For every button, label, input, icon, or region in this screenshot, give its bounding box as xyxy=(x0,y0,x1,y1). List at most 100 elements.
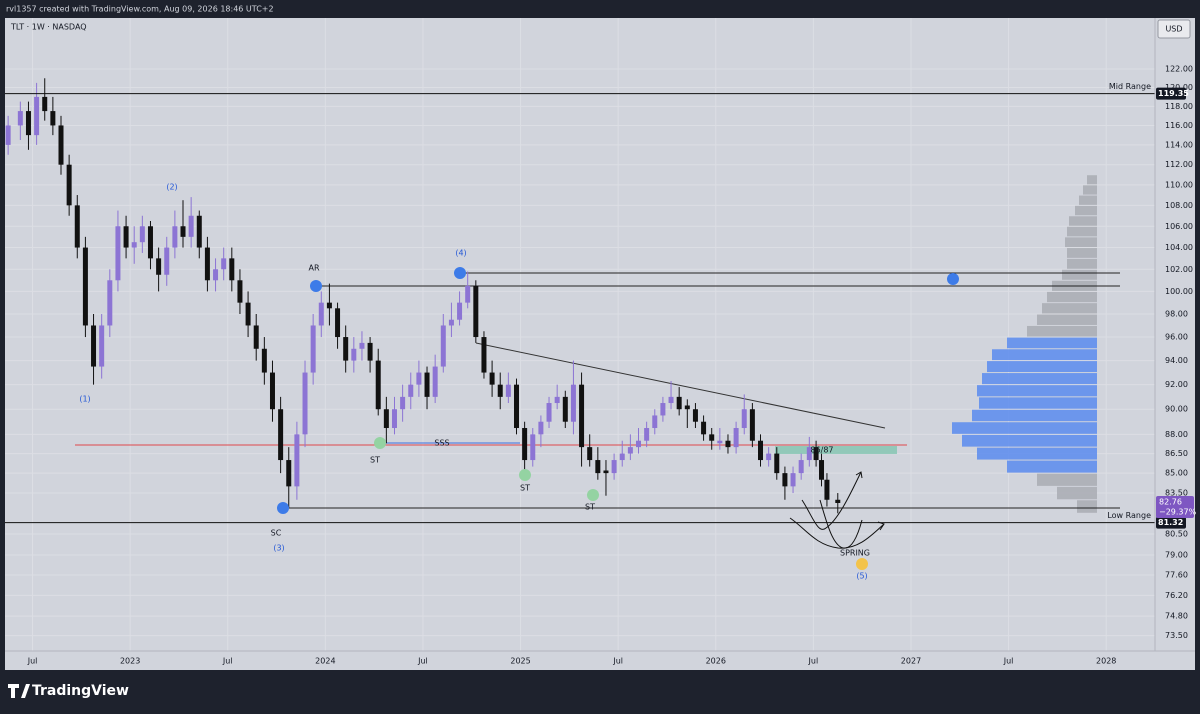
brand-logo xyxy=(8,684,30,698)
candle-body xyxy=(473,285,479,338)
x-tick-label: 2023 xyxy=(120,657,140,666)
candle-body xyxy=(741,409,747,429)
y-tick-label: 110.00 xyxy=(1165,180,1193,189)
wyckoff-label: SC xyxy=(271,529,282,538)
y-tick-label: 108.00 xyxy=(1165,201,1193,210)
profile-bar xyxy=(1042,303,1097,314)
candle-body xyxy=(660,403,666,416)
candle-body xyxy=(74,205,80,248)
price-badge xyxy=(1156,87,1186,100)
y-tick-label: 122.00 xyxy=(1165,65,1193,74)
candle-body xyxy=(400,396,406,410)
y-tick-label: 116.00 xyxy=(1165,121,1193,130)
y-tick-label: 106.00 xyxy=(1165,222,1193,231)
y-tick-label: 118.00 xyxy=(1165,102,1193,111)
y-tick-label: 77.60 xyxy=(1165,570,1188,579)
candle-body xyxy=(505,384,511,397)
x-tick-label: Jul xyxy=(612,657,623,666)
profile-bar xyxy=(952,422,1097,434)
candle-body xyxy=(676,396,682,410)
candle-body xyxy=(530,434,536,461)
candle-body xyxy=(91,325,97,367)
candle-body xyxy=(758,440,764,461)
candle-body xyxy=(774,453,780,474)
profile-bar xyxy=(1067,248,1097,258)
marker xyxy=(454,267,466,279)
candle-body xyxy=(294,434,300,487)
y-tick-label: 100.00 xyxy=(1165,287,1193,296)
candle-body xyxy=(709,434,715,441)
candle-body xyxy=(335,308,341,338)
profile-bar xyxy=(1047,291,1097,303)
candle-body xyxy=(17,111,23,126)
y-tick-label: 73.50 xyxy=(1165,631,1188,640)
wave-label: (4) xyxy=(455,249,466,258)
candle-body xyxy=(269,372,275,410)
candle-body xyxy=(213,269,219,281)
candle-body xyxy=(58,125,64,165)
candle-body xyxy=(725,440,731,448)
last-change: −29.37% xyxy=(1159,507,1197,516)
credit: rvl1357 created with TradingView.com, Au… xyxy=(6,5,274,14)
profile-bar xyxy=(977,385,1097,397)
candle-body xyxy=(82,247,88,326)
candle-body xyxy=(798,460,804,474)
profile-bar xyxy=(1087,175,1097,185)
candle-body xyxy=(156,258,162,275)
profile-bar xyxy=(972,409,1097,422)
wyckoff-label: ST xyxy=(520,484,530,493)
marker xyxy=(519,469,531,481)
candle-body xyxy=(619,453,625,461)
candle-body xyxy=(147,226,153,259)
candle-body xyxy=(221,258,227,270)
profile-bar xyxy=(1083,185,1097,195)
candle-body xyxy=(636,440,642,448)
zone xyxy=(775,446,897,454)
candle-body xyxy=(481,337,487,373)
candle-body xyxy=(34,96,40,136)
candle-body xyxy=(180,226,186,237)
candle-body xyxy=(123,226,129,248)
trend-line xyxy=(475,342,886,429)
profile-bar xyxy=(962,434,1097,447)
y-tick-label: 85.00 xyxy=(1165,469,1188,478)
x-tick-label: 2025 xyxy=(510,657,530,666)
candle-body xyxy=(326,302,332,309)
candle-body xyxy=(172,226,178,248)
y-tick-label: 79.00 xyxy=(1165,550,1188,559)
candle-body xyxy=(652,415,658,429)
candle-body xyxy=(668,396,674,404)
arrow xyxy=(801,471,862,530)
chart-area xyxy=(5,18,1195,670)
candle-body xyxy=(766,453,772,461)
y-tick-label: 90.00 xyxy=(1165,405,1188,414)
profile-bar xyxy=(987,361,1097,373)
candle-body xyxy=(42,96,48,112)
candle-body xyxy=(448,319,454,326)
candle-body xyxy=(196,215,202,248)
x-tick-label: Jul xyxy=(27,657,38,666)
axes: 73.50 74.80 76.20 77.60 79.00 80.50 83.50 85.00… xyxy=(27,65,1193,666)
y-tick-label: 114.00 xyxy=(1165,140,1193,149)
candles xyxy=(5,78,841,514)
wave-label: (3) xyxy=(273,544,284,553)
y-tick-label: 76.20 xyxy=(1165,591,1188,600)
profile-bar xyxy=(1067,258,1097,269)
candle-body xyxy=(522,428,528,461)
candle-body xyxy=(749,409,755,441)
candle-body xyxy=(513,384,519,429)
candle-body xyxy=(66,164,72,206)
candle-body xyxy=(835,499,841,503)
candle-body xyxy=(806,447,812,461)
y-tick-label: 92.00 xyxy=(1165,380,1188,389)
y-tick-label: 86.50 xyxy=(1165,449,1188,458)
wave-label: (2) xyxy=(166,183,177,192)
y-tick-label: 104.00 xyxy=(1165,243,1193,252)
wyckoff-label: SSS xyxy=(434,439,449,448)
profile-bar xyxy=(1037,314,1097,325)
candle-body xyxy=(457,302,463,320)
candle-body xyxy=(343,337,349,361)
candle-body xyxy=(383,409,389,429)
profile-bar xyxy=(1079,195,1097,205)
candle-body xyxy=(5,125,11,145)
